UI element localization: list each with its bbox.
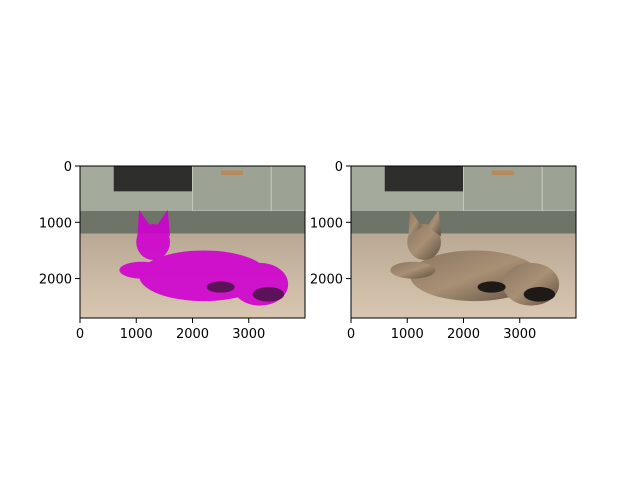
baseboard [80,211,305,234]
cat-paws [390,261,436,279]
photo [351,166,576,318]
cat-paws [119,261,165,279]
baseboard [351,211,576,234]
x-tick-label: 3000 [503,327,536,342]
cat [390,209,560,306]
y-tick-label: 0 [335,160,343,175]
drawer [541,166,576,212]
cat-ear [408,209,422,237]
x-tick-label: 1000 [120,327,153,342]
y-tick-label: 1000 [39,216,72,231]
drawer [270,166,305,212]
x-tick-label: 1000 [391,327,424,342]
cat-ear [426,209,441,237]
y-tick-label: 0 [64,160,72,175]
cat-foot [252,287,285,302]
cat-head [136,223,170,261]
handle [220,170,244,176]
cat-foot [477,281,506,293]
photo [80,166,305,318]
y-tick-label: 1000 [310,216,343,231]
x-tick-label: 2000 [447,327,480,342]
x-tick-label: 2000 [176,327,209,342]
x-tick-label: 0 [76,327,84,342]
cat [119,209,289,306]
x-tick-label: 3000 [232,327,265,342]
cat-ear [155,209,170,237]
cat-foot [206,281,235,293]
cat-ear [137,209,151,237]
handle [491,170,515,176]
y-tick-label: 2000 [310,273,343,288]
cat-foot [523,287,556,302]
cat-head [407,223,441,261]
x-tick-label: 0 [347,327,355,342]
y-tick-label: 2000 [39,273,72,288]
